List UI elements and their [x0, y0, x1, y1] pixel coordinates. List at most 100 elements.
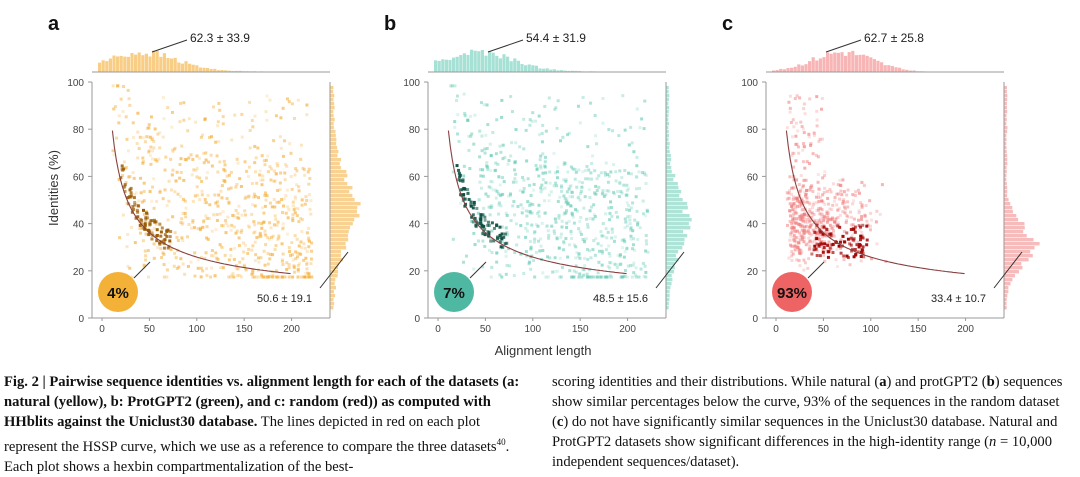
y-axis-label: Identities (%) [46, 150, 61, 226]
hexbin-cell [515, 128, 518, 131]
hexbin-cell [562, 178, 565, 181]
hexbin-cell [222, 115, 225, 118]
hexbin-dense-cell [149, 219, 152, 222]
hexbin-cell [302, 167, 305, 170]
hexbin-cell [224, 219, 227, 222]
hexbin-cell [541, 271, 544, 274]
hexbin-cell [307, 227, 310, 230]
hexbin-dense-cell [462, 178, 465, 181]
right-hist-bar [330, 242, 346, 245]
hexbin-cell [204, 198, 207, 201]
hexbin-cell [301, 204, 304, 207]
hexbin-cell [622, 184, 625, 187]
hexbin-cell [456, 132, 459, 135]
right-hist-bar [330, 142, 336, 145]
hexbin-cell [635, 195, 638, 198]
hexbin-cell [283, 172, 286, 175]
hexbin-cell [152, 177, 155, 180]
hexbin-cell [544, 165, 547, 168]
hexbin-cell [829, 218, 832, 221]
hexbin-cell [303, 242, 306, 245]
below-curve-percent: 93% [777, 285, 807, 302]
hexbin-cell [205, 267, 208, 270]
hexbin-cell [865, 220, 868, 223]
hexbin-dense-cell [850, 237, 853, 240]
hexbin-cell [578, 257, 581, 260]
right-hist-bar [666, 214, 690, 217]
hexbin-cell [589, 256, 592, 259]
hexbin-cell [592, 239, 595, 242]
hexbin-cell [791, 226, 794, 229]
y-tick-label: 40 [747, 220, 759, 231]
top-hist-bar [148, 57, 151, 72]
hexbin-cell [162, 96, 165, 99]
hexbin-cell [170, 188, 173, 191]
hexbin-cell [787, 101, 790, 104]
hexbin-cell [626, 189, 629, 192]
hexbin-cell [554, 182, 557, 185]
right-hist-bar [666, 238, 685, 241]
hexbin-cell [219, 212, 222, 215]
hexbin-cell [521, 207, 524, 210]
hexbin-dense-cell [466, 192, 469, 195]
hexbin-cell [522, 190, 525, 193]
hexbin-cell [536, 167, 539, 170]
hexbin-cell [601, 189, 604, 192]
hexbin-dense-cell [489, 240, 492, 243]
hexbin-cell [515, 222, 518, 225]
hexbin-cell [478, 181, 481, 184]
hexbin-cell [248, 226, 251, 229]
hexbin-cell [552, 152, 555, 155]
hexbin-cell [605, 236, 608, 239]
hexbin-cell [216, 213, 219, 216]
hexbin-cell [600, 171, 603, 174]
hexbin-cell [804, 195, 807, 198]
hexbin-cell [624, 129, 627, 132]
top-hist-bar [506, 57, 509, 72]
y-tick-label: 80 [73, 125, 85, 136]
hexbin-cell [249, 146, 252, 149]
hexbin-cell [800, 174, 803, 177]
hexbin-cell [197, 267, 200, 270]
hexbin-cell [225, 222, 228, 225]
hexbin-cell [174, 231, 177, 234]
hexbin-cell [571, 212, 574, 215]
hexbin-cell [219, 190, 222, 193]
hexbin-cell [233, 225, 236, 228]
hexbin-cell [626, 225, 629, 228]
hexbin-cell [198, 198, 201, 201]
hexbin-cell [150, 200, 153, 203]
hexbin-cell [468, 167, 471, 170]
hexbin-cell [122, 85, 125, 88]
hexbin-cell [188, 117, 191, 120]
hexbin-cell [125, 138, 128, 141]
right-hist-bar [666, 202, 687, 205]
hexbin-cell [150, 115, 153, 118]
hexbin-cell [591, 248, 594, 251]
hexbin-cell [169, 158, 172, 161]
hexbin-cell [572, 276, 575, 279]
hexbin-cell [309, 213, 312, 216]
hexbin-cell [133, 177, 136, 180]
hexbin-cell [791, 216, 794, 219]
hexbin-cell [793, 210, 796, 213]
hexbin-cell [799, 218, 802, 221]
hexbin-dense-cell [827, 250, 830, 253]
hexbin-cell [544, 156, 547, 159]
hexbin-cell [473, 114, 476, 117]
hexbin-cell [144, 250, 147, 253]
hexbin-cell [236, 274, 239, 277]
top-stat: 54.4 ± 31.9 [526, 31, 586, 45]
hexbin-cell [269, 178, 272, 181]
hexbin-cell [841, 178, 844, 181]
hexbin-cell [814, 219, 817, 222]
hexbin-dense-cell [865, 243, 868, 246]
hexbin-cell [638, 187, 641, 190]
hexbin-cell [506, 214, 509, 217]
hexbin-cell [571, 195, 574, 198]
hexbin-cell [268, 257, 271, 260]
hexbin-cell [590, 162, 593, 165]
hexbin-cell [610, 206, 613, 209]
hexbin-cell [266, 276, 269, 279]
hexbin-cell [592, 217, 595, 220]
